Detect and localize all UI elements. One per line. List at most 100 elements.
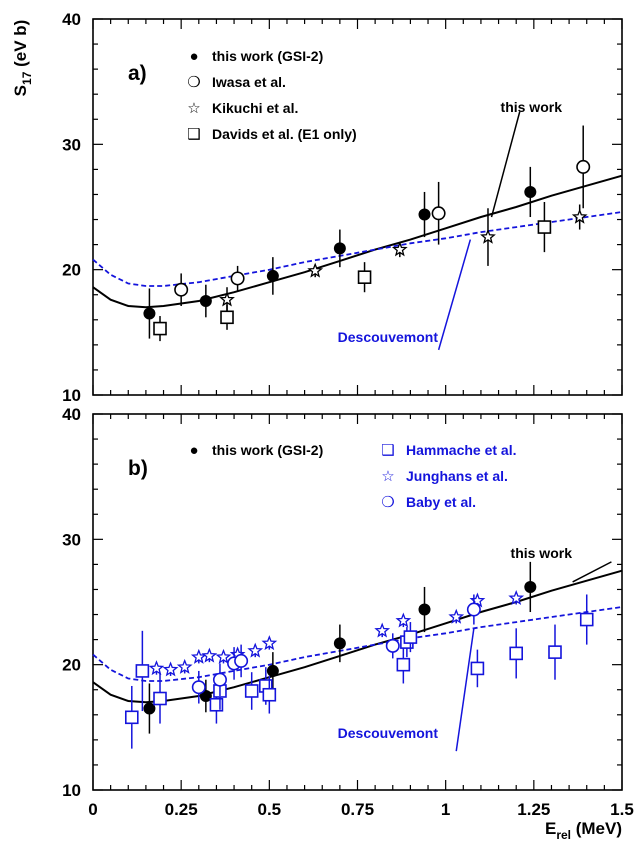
legend-label: Hammache et al. <box>406 442 517 458</box>
curve-label-pointer <box>455 628 475 752</box>
data-point-hammache-et-al <box>262 687 277 702</box>
data-point-this-work-gsi-2 <box>333 637 346 650</box>
data-point-kikuchi-et-al <box>571 208 588 224</box>
panel-a: 10 20 30 40 this work Descouvemont ● this work … <box>62 10 623 405</box>
curve-label-pointer <box>572 561 612 583</box>
panel-b: 10 20 30 40 0 0.25 0.5 0.75 1 1.25 1.5 this work Des… <box>62 405 634 819</box>
data-point-this-work-gsi-2 <box>143 307 156 320</box>
data-point-junghans-et-al <box>261 635 278 651</box>
data-point-baby-et-al <box>191 680 206 695</box>
data-point-junghans-et-al <box>508 589 525 605</box>
data-point-junghans-et-al <box>247 642 264 658</box>
x-tick-label: 1.25 <box>517 800 550 819</box>
curve-this-work <box>92 174 623 309</box>
data-point-junghans-et-al <box>190 648 207 664</box>
curve-label: this work <box>511 545 573 561</box>
legend-symbol: ● <box>189 442 198 459</box>
data-point-this-work-gsi-2 <box>524 580 537 593</box>
legend-symbol: ❍ <box>187 74 200 91</box>
data-point-davids-et-al-e1-only <box>357 270 372 284</box>
x-tick-label: 0.25 <box>165 800 198 819</box>
x-tick-label: 1.5 <box>610 800 634 819</box>
data-point-davids-et-al-e1-only <box>220 310 234 325</box>
y-tick-label: 10 <box>62 386 81 405</box>
curve-label: Descouvemont <box>338 329 439 345</box>
legend-symbol: ❑ <box>381 442 394 459</box>
data-point-baby-et-al <box>385 638 400 653</box>
legend-symbol: ❑ <box>187 126 200 143</box>
x-tick-label: 0.75 <box>341 800 374 819</box>
data-point-this-work-gsi-2 <box>199 295 212 307</box>
data-point-baby-et-al <box>466 602 481 617</box>
curve-label-pointer <box>437 239 472 351</box>
data-point-hammache-et-al <box>244 684 259 698</box>
y-tick-label: 30 <box>62 135 81 154</box>
legend-symbol: ● <box>189 48 198 65</box>
data-point-this-work-gsi-2 <box>418 603 431 616</box>
x-tick-label: 0.5 <box>258 800 282 819</box>
data-point-iwasa-et-al <box>230 271 245 286</box>
data-point-hammache-et-al <box>124 710 139 725</box>
legend-symbol: ❍ <box>381 494 394 511</box>
data-point-kikuchi-et-al <box>391 241 408 257</box>
y-tick-label: 40 <box>62 10 81 29</box>
data-point-junghans-et-al <box>162 661 179 677</box>
data-point-baby-et-al <box>212 672 227 687</box>
data-point-this-work-gsi-2 <box>143 702 156 715</box>
y-tick-label: 30 <box>62 530 81 549</box>
data-point-this-work-gsi-2 <box>524 185 537 198</box>
data-point-this-work-gsi-2 <box>199 690 212 702</box>
data-point-hammache-et-al <box>548 645 562 659</box>
legend-label: Baby et al. <box>406 494 476 510</box>
data-point-hammache-et-al <box>579 612 594 627</box>
data-point-hammache-et-al <box>153 691 167 706</box>
data-point-kikuchi-et-al <box>219 291 235 307</box>
data-point-iwasa-et-al <box>174 282 189 297</box>
data-point-hammache-et-al <box>509 646 524 661</box>
data-point-kikuchi-et-al <box>480 228 496 244</box>
legend-label: Junghans et al. <box>406 468 508 484</box>
data-point-junghans-et-al <box>448 608 465 624</box>
data-point-junghans-et-al <box>201 647 218 663</box>
legend-label: this work (GSI-2) <box>212 442 323 458</box>
data-point-iwasa-et-al <box>576 159 591 174</box>
data-point-baby-et-al <box>234 653 249 668</box>
y-tick-label: 40 <box>62 405 81 424</box>
legend-symbol: ☆ <box>187 100 200 117</box>
curve-descouvemont <box>92 211 623 287</box>
y-tick-label: 10 <box>62 781 81 800</box>
panel-label: b) <box>128 457 148 480</box>
legend-symbol: ☆ <box>381 468 394 485</box>
panel-label: a) <box>128 62 147 85</box>
legend-label: this work (GSI-2) <box>212 48 323 64</box>
curve-label: Descouvemont <box>338 725 439 741</box>
data-point-kikuchi-et-al <box>307 262 324 278</box>
curve-label-pointer <box>490 111 521 218</box>
data-point-junghans-et-al <box>148 660 165 676</box>
data-point-junghans-et-al <box>395 612 412 628</box>
legend-label: Kikuchi et al. <box>212 100 298 116</box>
x-axis-label: Erel (MeV) <box>545 819 622 842</box>
data-point-hammache-et-al <box>470 661 485 676</box>
data-point-this-work-gsi-2 <box>418 208 431 221</box>
y-tick-label: 20 <box>62 261 81 280</box>
data-point-hammache-et-al <box>396 657 411 672</box>
y-axis-label: S17 (eV b) <box>11 20 34 97</box>
data-point-this-work-gsi-2 <box>266 664 279 677</box>
data-point-iwasa-et-al <box>431 206 446 221</box>
data-point-this-work-gsi-2 <box>266 269 279 282</box>
data-point-davids-et-al-e1-only <box>153 321 167 336</box>
curve-this-work <box>92 569 623 704</box>
curve-label: this work <box>501 99 563 115</box>
y-tick-label: 20 <box>62 656 81 675</box>
x-tick-label: 0 <box>88 800 97 819</box>
x-tick-label: 1 <box>441 800 450 819</box>
data-point-junghans-et-al <box>176 658 193 674</box>
data-point-this-work-gsi-2 <box>333 242 346 255</box>
data-point-junghans-et-al <box>374 622 391 638</box>
legend-label: Davids et al. (E1 only) <box>212 126 357 142</box>
legend-label: Iwasa et al. <box>212 74 286 90</box>
data-point-hammache-et-al <box>403 630 418 644</box>
data-point-hammache-et-al <box>135 664 150 678</box>
